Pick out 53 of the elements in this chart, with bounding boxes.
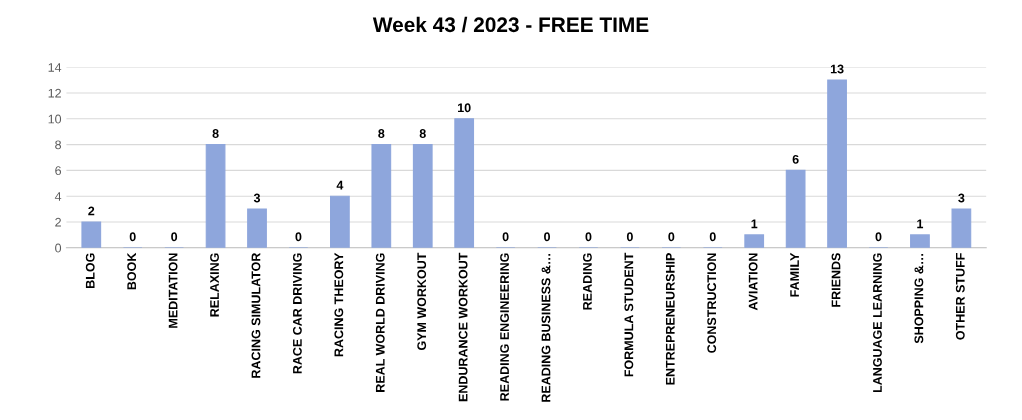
y-tick-label: 0	[55, 243, 62, 253]
data-label: 3	[958, 193, 965, 203]
x-tick-label: REAL WORLD DRIVING	[375, 253, 385, 392]
data-label: 3	[253, 193, 261, 203]
x-tick-label: OTHER STUFF	[955, 253, 965, 340]
y-tick-label: 10	[48, 114, 62, 124]
x-tick-label: MEDITATION	[168, 253, 178, 328]
x-tick-label: SHOPPING &…	[914, 254, 924, 344]
data-label: 0	[668, 232, 675, 242]
data-label: 4	[336, 180, 344, 190]
x-tick-label: BLOG	[85, 253, 95, 288]
data-label: 0	[626, 232, 633, 242]
y-tick-label: 14	[48, 63, 62, 72]
data-label: 10	[458, 103, 471, 113]
data-label: 2	[88, 206, 95, 216]
x-tick-label: BOOK	[127, 252, 137, 290]
x-tick-label: FORMULA STUDENT	[624, 252, 634, 377]
y-tick-label: 4	[54, 192, 62, 201]
x-tick-label: CONSTRUCTION	[707, 253, 717, 353]
x-tick-label: RACING THEORY	[334, 252, 344, 357]
data-label: 0	[129, 232, 136, 242]
data-label: 0	[295, 232, 302, 242]
x-tick-label: ENDURANCE WORKOUT	[458, 252, 468, 402]
data-label: 1	[917, 219, 924, 229]
data-label: 13	[830, 64, 844, 74]
data-label: 1	[751, 219, 758, 229]
y-tick-label: 12	[48, 88, 61, 98]
x-tick-label: READING BUSINESS &…	[541, 254, 551, 402]
x-tick-label: RACING SIMULATOR	[251, 252, 261, 378]
x-tick-label: RELAXING	[210, 253, 219, 317]
data-label: 8	[378, 129, 385, 138]
x-tick-label: FAMILY	[790, 252, 799, 297]
x-tick-label: AVIATION	[748, 253, 758, 311]
y-tick-label: 8	[55, 140, 62, 150]
data-label: 0	[585, 232, 592, 242]
x-tick-label: LANGUAGE LEARNING	[873, 253, 882, 393]
x-tick-label: FRIENDS	[831, 253, 841, 307]
x-tick-label: READING	[582, 253, 592, 310]
data-label: 0	[502, 232, 509, 242]
x-tick-label: GYM WORKOUT	[417, 252, 427, 351]
data-label: 8	[419, 129, 426, 138]
data-label: 0	[875, 232, 882, 242]
x-tick-label: READING ENGINEERING	[500, 253, 509, 401]
chart-title: Week 43 / 2023 - FREE TIME	[372, 16, 649, 33]
data-label: 0	[544, 232, 551, 242]
x-tick-label: RACE CAR DRIVING	[292, 253, 302, 374]
y-tick-label: 2	[55, 217, 61, 227]
y-tick-label: 6	[55, 166, 62, 176]
data-label: 0	[709, 232, 716, 242]
data-label: 8	[212, 129, 219, 138]
data-label: 0	[171, 232, 178, 242]
x-tick-label: ENTREPRENEURSHIP	[665, 253, 675, 385]
data-label: 6	[792, 154, 799, 164]
